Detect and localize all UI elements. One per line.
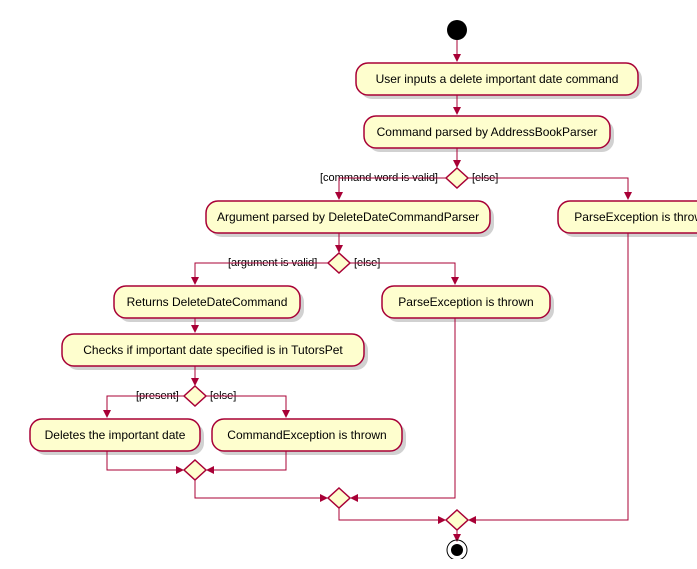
start-node: [447, 20, 467, 40]
activity-diagram: User inputs a delete important date comm…: [10, 10, 697, 559]
merge-1: [184, 460, 206, 480]
node-checks-date-text: Checks if important date specified is in…: [83, 343, 343, 357]
node-parseexception-2-text: ParseException is thrown: [398, 295, 533, 309]
end-node-inner: [451, 544, 463, 556]
node-parseexception-1-text: ParseException is thrown: [574, 210, 697, 224]
decision-date-present: [184, 386, 206, 406]
decision-command-valid: [446, 168, 468, 188]
merge-2: [328, 488, 350, 508]
node-user-input-text: User inputs a delete important date comm…: [376, 72, 619, 86]
merge-3: [446, 510, 468, 530]
node-returns-deletedatecommand-text: Returns DeleteDateCommand: [127, 295, 288, 309]
node-addressbook-parser-text: Command parsed by AddressBookParser: [377, 125, 598, 139]
node-deletes-date-text: Deletes the important date: [45, 428, 186, 442]
decision-argument-valid: [328, 253, 350, 273]
node-commandexception-text: CommandException is thrown: [227, 428, 386, 442]
node-deletedate-parser-text: Argument parsed by DeleteDateCommandPars…: [217, 210, 479, 224]
